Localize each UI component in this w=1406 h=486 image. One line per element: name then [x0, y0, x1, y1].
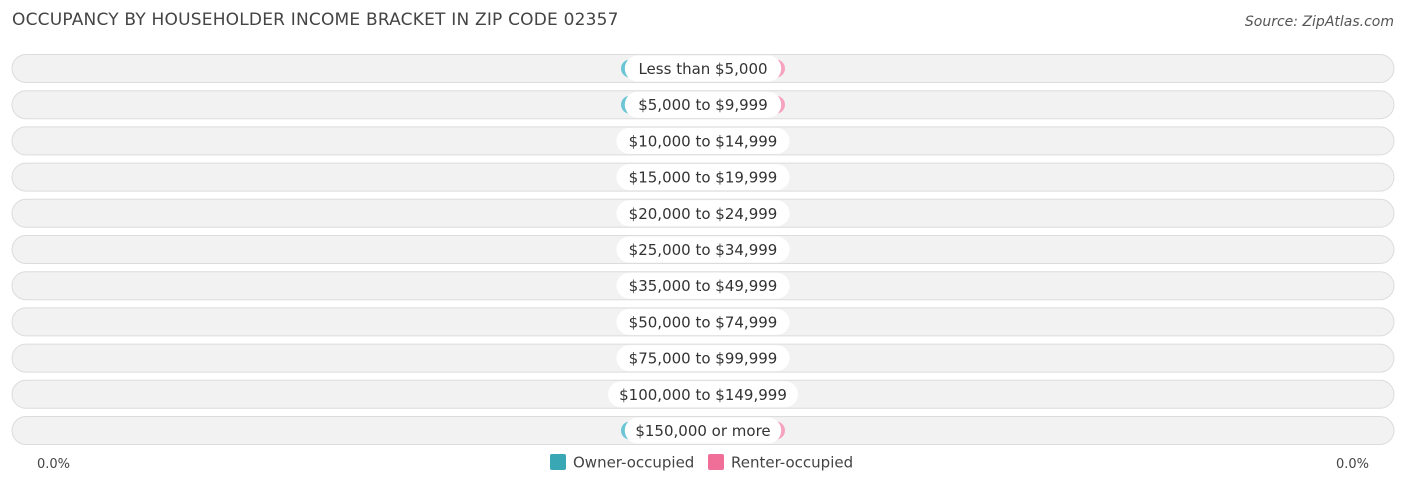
category-label: $5,000 to $9,999 [638, 96, 768, 114]
category-label: $25,000 to $34,999 [629, 241, 778, 259]
category-pill [616, 272, 790, 299]
legend-renter-swatch [708, 454, 724, 470]
category-pill [608, 381, 798, 408]
chart-row: 0.0%0.0%$100,000 to $149,999 [11, 379, 1395, 409]
legend-owner-swatch [550, 454, 566, 470]
category-label: $100,000 to $149,999 [619, 386, 787, 404]
category-pill [624, 55, 782, 82]
category-pill [624, 417, 782, 444]
category-pill [616, 164, 790, 191]
category-pill [616, 236, 790, 263]
axis-left-label: 0.0% [37, 457, 70, 472]
category-label: $15,000 to $19,999 [629, 169, 778, 187]
category-label: $35,000 to $49,999 [629, 277, 778, 295]
category-label: $10,000 to $14,999 [629, 132, 778, 150]
chart-row: 0.0%0.0%$20,000 to $24,999 [11, 198, 1395, 228]
category-pill [616, 200, 790, 227]
chart-source: Source: ZipAtlas.com [1244, 14, 1394, 30]
chart-row: 0.0%0.0%$5,000 to $9,999 [11, 90, 1395, 120]
category-pill [616, 308, 790, 335]
chart-title: OCCUPANCY BY HOUSEHOLDER INCOME BRACKET … [12, 10, 619, 30]
category-pill [616, 127, 790, 154]
category-label: Less than $5,000 [638, 60, 767, 78]
category-pill [624, 91, 782, 118]
chart-row: 0.0%0.0%$50,000 to $74,999 [11, 307, 1395, 337]
chart-row: 0.0%0.0%$35,000 to $49,999 [11, 271, 1395, 301]
chart-row: 0.0%0.0%$75,000 to $99,999 [11, 343, 1395, 373]
chart-row: 0.0%0.0%$10,000 to $14,999 [11, 126, 1395, 156]
legend-renter-label: Renter-occupied [731, 454, 853, 472]
category-label: $20,000 to $24,999 [629, 205, 778, 223]
chart-row: 0.0%0.0%$15,000 to $19,999 [11, 162, 1395, 192]
category-label: $75,000 to $99,999 [629, 350, 778, 368]
chart-row: 0.0%0.0%$25,000 to $34,999 [11, 235, 1395, 264]
category-label: $50,000 to $74,999 [629, 313, 778, 331]
legend-owner-label: Owner-occupied [573, 454, 694, 472]
chart-row: 0.0%0.0%Less than $5,000 [11, 54, 1395, 83]
chart-row: 0.0%0.0%$150,000 or more [11, 416, 1395, 445]
category-label: $150,000 or more [635, 422, 770, 440]
axis-right-label: 0.0% [1336, 457, 1369, 472]
category-pill [616, 345, 790, 372]
